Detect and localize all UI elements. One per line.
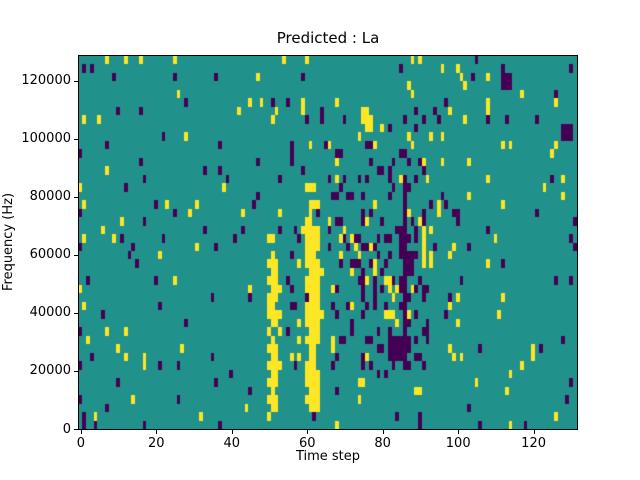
x-tick-label: 60	[299, 436, 316, 451]
x-tick-mark	[231, 430, 233, 434]
y-tick-mark	[74, 429, 78, 430]
y-tick-label: 20000	[29, 363, 71, 379]
chart-title: Predicted : La	[276, 29, 380, 47]
x-tick-mark	[458, 430, 460, 434]
x-tick-label: 120	[521, 436, 547, 451]
x-tick-mark	[382, 430, 384, 434]
y-tick-label: 100000	[21, 131, 71, 147]
y-tick-mark	[74, 196, 78, 198]
y-tick-label: 40000	[29, 305, 71, 321]
x-tick-label: 80	[374, 436, 391, 451]
x-tick-mark	[533, 430, 535, 434]
x-tick-label: 0	[76, 436, 86, 451]
x-tick-mark	[307, 430, 309, 434]
y-axis-label: Frequency (Hz)	[1, 192, 16, 292]
plot-border	[78, 55, 578, 430]
x-tick-label: 40	[223, 436, 241, 451]
x-tick-mark	[80, 430, 82, 434]
y-tick-label: 0	[62, 421, 71, 437]
y-tick-label: 60000	[29, 247, 71, 263]
x-tick-label: 20	[148, 436, 165, 451]
x-tick-label: 100	[445, 436, 471, 451]
y-tick-mark	[74, 80, 78, 82]
y-tick-mark	[74, 138, 78, 140]
y-tick-mark	[74, 312, 78, 314]
heatmap-canvas	[79, 56, 577, 429]
y-tick-label: 80000	[29, 189, 71, 205]
x-axis-label: Time step	[295, 449, 361, 464]
y-tick-mark	[74, 254, 78, 256]
y-tick-label: 120000	[21, 73, 71, 89]
y-tick-mark	[74, 370, 78, 372]
x-tick-mark	[156, 430, 158, 434]
